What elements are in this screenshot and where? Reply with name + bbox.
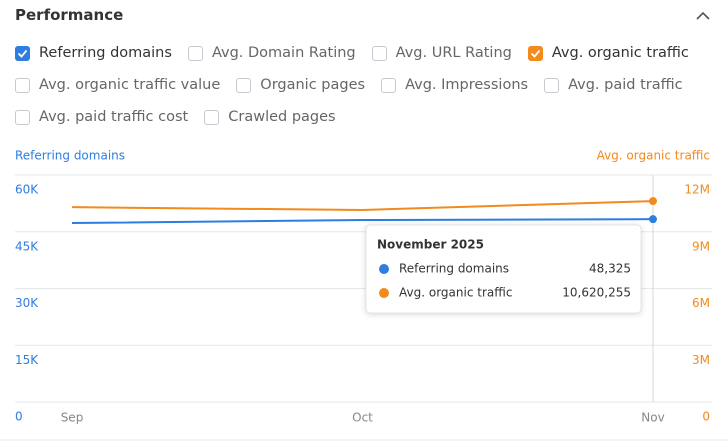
metric-checkbox[interactable]: Avg. paid traffic cost [15, 107, 188, 127]
metric-checkbox[interactable]: Avg. URL Rating [371, 43, 512, 63]
metric-checkbox[interactable]: Referring domains [15, 43, 172, 63]
tooltip-value: 10,620,255 [562, 286, 631, 300]
legend-label: Avg. organic traffic [399, 286, 512, 300]
checkbox-box[interactable] [15, 77, 30, 93]
checkbox-box[interactable] [544, 77, 560, 93]
legend-dot [379, 288, 389, 298]
checkbox-label: Organic pages [260, 77, 366, 93]
y-tick-label: 30K [15, 296, 39, 310]
metric-checkbox[interactable]: Organic pages [236, 75, 365, 95]
check-icon [17, 49, 28, 58]
checkbox-box[interactable] [236, 77, 252, 93]
x-tick-label: Nov [641, 411, 664, 425]
y2-tick-label: 9M [692, 239, 710, 253]
y2-axis-title: Avg. organic traffic [597, 149, 710, 163]
hover-point [649, 197, 657, 206]
metric-checkbox[interactable]: Avg. organic traffic [527, 43, 689, 63]
checkbox-label: Avg. paid traffic cost [39, 109, 189, 125]
tooltip: November 2025 Referring domains 48,325 Avg.… [365, 224, 642, 314]
checkbox-box[interactable] [527, 45, 543, 61]
checkbox-label: Referring domains [39, 45, 172, 61]
checkbox-label: Avg. URL Rating [395, 45, 512, 61]
collapse-button[interactable] [693, 8, 713, 24]
y-axis-title: Referring domains [15, 149, 125, 163]
y2-tick-label: 0 [702, 410, 710, 424]
checkbox-box[interactable] [204, 109, 220, 125]
checkbox-label: Avg. paid traffic [568, 77, 683, 93]
y-tick-label: 0 [15, 410, 23, 424]
x-tick-label: Oct [352, 411, 373, 425]
metric-checkbox[interactable]: Crawled pages [204, 107, 336, 127]
y2-tick-label: 6M [692, 296, 710, 310]
checkbox-box[interactable] [15, 45, 30, 61]
y-tick-label: 15K [15, 353, 39, 367]
series-line [71, 200, 654, 211]
tooltip-box [365, 224, 642, 314]
y-tick-label: 45K [15, 239, 39, 253]
y-tick-label: 60K [15, 183, 39, 197]
metric-checkboxes: Referring domains Avg. Domain Rating Avg. … [15, 43, 715, 127]
checkbox-box[interactable] [15, 109, 30, 125]
check-icon [530, 49, 541, 58]
checkbox-label: Avg. organic traffic [551, 45, 689, 61]
checkbox-label: Crawled pages [228, 109, 336, 125]
metric-checkbox[interactable]: Avg. organic traffic value [15, 75, 220, 95]
checkbox-box[interactable] [371, 45, 387, 61]
hover-point [649, 215, 657, 224]
checkbox-label: Avg. organic traffic value [39, 77, 221, 93]
y2-tick-label: 12M [684, 183, 710, 197]
series-line [71, 218, 654, 225]
y2-tick-label: 3M [692, 353, 710, 367]
checkbox-label: Avg. Domain Rating [211, 45, 356, 61]
legend-dot [379, 264, 389, 274]
checkbox-label: Avg. Impressions [405, 77, 529, 93]
legend-label: Referring domains [399, 262, 509, 276]
metric-checkbox[interactable]: Avg. paid traffic [544, 75, 683, 95]
panel-title: Performance [15, 6, 124, 24]
x-tick-label: Sep [61, 411, 84, 425]
metric-checkbox[interactable]: Avg. Domain Rating [187, 43, 356, 63]
tooltip-value: 48,325 [589, 262, 631, 276]
checkbox-box[interactable] [381, 77, 397, 93]
metric-checkbox[interactable]: Avg. Impressions [381, 75, 528, 95]
tooltip-title: November 2025 [377, 238, 484, 252]
checkbox-box[interactable] [187, 45, 203, 61]
